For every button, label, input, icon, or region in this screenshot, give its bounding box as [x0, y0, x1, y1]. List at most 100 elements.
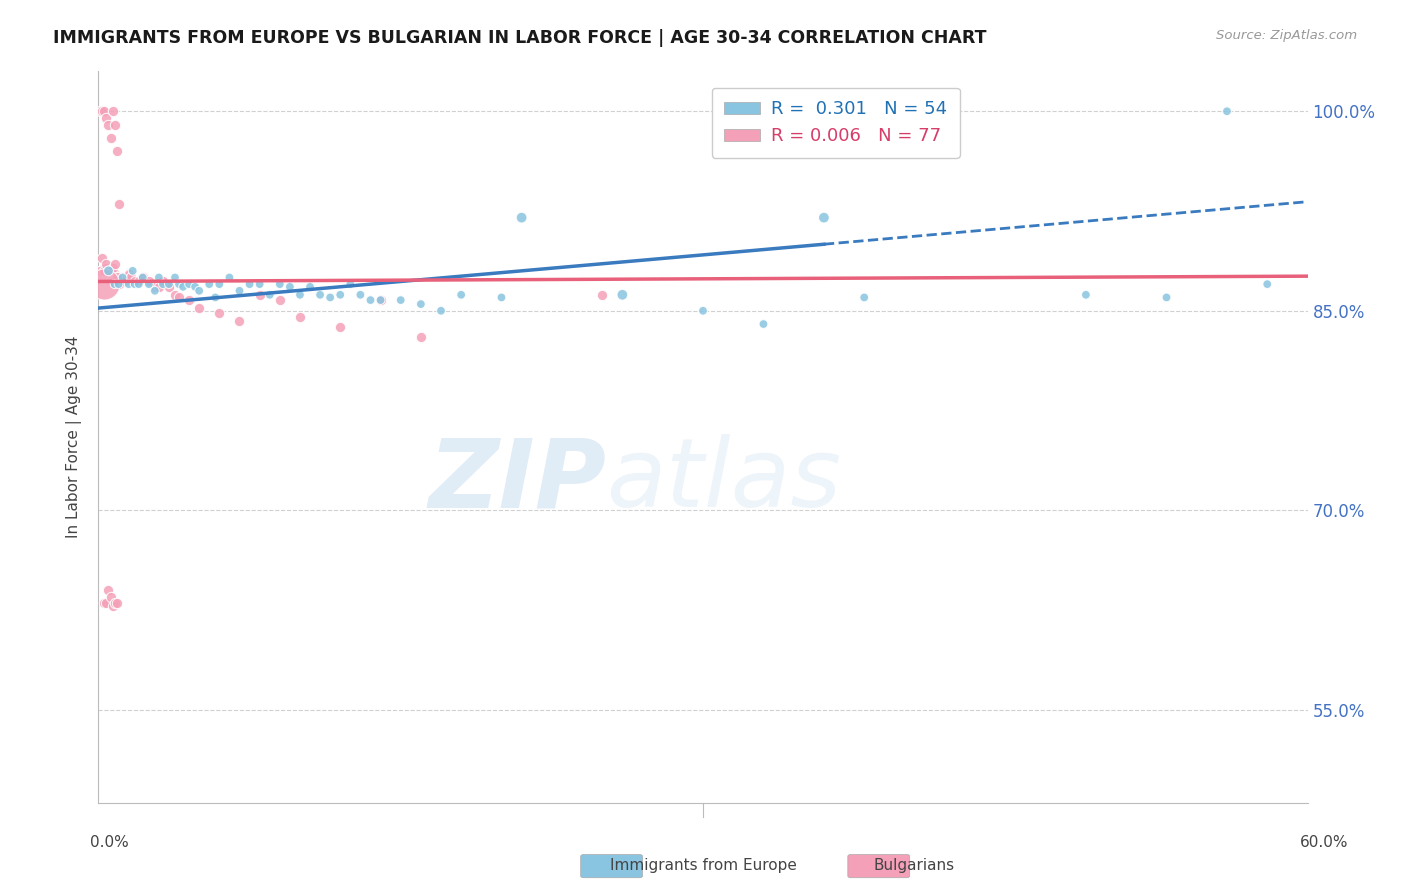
Text: Bulgarians: Bulgarians [873, 858, 955, 872]
Point [143, 284, 166, 298]
Text: ZIP: ZIP [429, 434, 606, 527]
Point [329, 319, 352, 334]
Text: atlas: atlas [606, 434, 841, 527]
Point [91, 251, 114, 265]
Point [813, 211, 835, 225]
Point [93, 267, 115, 281]
Point [100, 270, 122, 285]
Point [148, 280, 170, 294]
Point [101, 261, 124, 276]
Point [96, 596, 118, 610]
Point [107, 197, 129, 211]
Text: 60.0%: 60.0% [1301, 836, 1348, 850]
Point [100, 264, 122, 278]
Point [97, 264, 120, 278]
Point [198, 277, 221, 292]
Point [204, 290, 226, 304]
Point [278, 280, 301, 294]
Point [269, 277, 291, 292]
Point [370, 293, 392, 307]
Point [124, 275, 146, 289]
Text: 0.0%: 0.0% [90, 836, 129, 850]
Point [96, 267, 118, 281]
Point [121, 264, 143, 278]
Point [91, 104, 114, 119]
Text: IMMIGRANTS FROM EUROPE VS BULGARIAN IN LABOR FORCE | AGE 30-34 CORRELATION CHART: IMMIGRANTS FROM EUROPE VS BULGARIAN IN L… [53, 29, 987, 46]
Point [491, 290, 513, 304]
Point [105, 596, 128, 610]
Point [107, 277, 129, 292]
Point [96, 261, 118, 276]
Point [89, 264, 111, 278]
Point [107, 277, 129, 292]
Point [97, 582, 120, 597]
Point [111, 270, 134, 285]
Point [249, 277, 271, 292]
Point [115, 270, 138, 285]
Point [110, 275, 132, 289]
Point [105, 144, 128, 158]
Point [96, 257, 118, 271]
Point [249, 287, 271, 301]
Point [138, 275, 160, 289]
Point [179, 277, 201, 292]
Point [157, 277, 180, 292]
Point [97, 264, 120, 278]
Point [143, 280, 166, 294]
Point [93, 264, 115, 278]
Point [100, 590, 122, 604]
Point [269, 293, 291, 307]
Point [218, 270, 240, 285]
Point [114, 275, 136, 289]
Point [152, 277, 174, 292]
Point [118, 277, 141, 292]
Point [409, 297, 432, 311]
Point [184, 280, 207, 294]
Point [163, 270, 186, 285]
Point [172, 280, 194, 294]
Point [319, 290, 342, 304]
Point [103, 118, 125, 132]
Point [299, 280, 322, 294]
Point [853, 290, 876, 304]
Point [591, 287, 613, 301]
Point [111, 270, 134, 285]
Point [96, 270, 118, 285]
Point [107, 270, 129, 285]
Point [329, 287, 352, 301]
Point [93, 261, 115, 276]
Y-axis label: In Labor Force | Age 30-34: In Labor Force | Age 30-34 [66, 335, 83, 539]
Point [97, 270, 120, 285]
Point [91, 267, 114, 281]
Point [103, 257, 125, 271]
Point [370, 293, 392, 307]
Point [409, 330, 432, 344]
Point [349, 287, 371, 301]
Point [1256, 277, 1278, 292]
Point [288, 310, 311, 325]
Text: Immigrants from Europe: Immigrants from Europe [610, 858, 796, 872]
Point [239, 277, 262, 292]
Point [97, 264, 120, 278]
Point [208, 306, 231, 320]
Point [208, 277, 231, 292]
Point [1156, 290, 1178, 304]
Point [259, 287, 281, 301]
Point [105, 270, 128, 285]
Point [103, 277, 125, 292]
Point [228, 314, 250, 328]
Point [120, 270, 142, 285]
Point [360, 293, 382, 307]
Point [101, 104, 124, 119]
Point [97, 118, 120, 132]
Text: Source: ZipAtlas.com: Source: ZipAtlas.com [1216, 29, 1357, 42]
Point [148, 270, 170, 285]
Point [450, 287, 472, 301]
Point [179, 293, 201, 307]
Point [118, 267, 141, 281]
Legend: R =  0.301   N = 54, R = 0.006   N = 77: R = 0.301 N = 54, R = 0.006 N = 77 [711, 87, 960, 158]
Point [105, 270, 128, 285]
Point [93, 596, 115, 610]
Point [163, 287, 186, 301]
Point [91, 264, 114, 278]
